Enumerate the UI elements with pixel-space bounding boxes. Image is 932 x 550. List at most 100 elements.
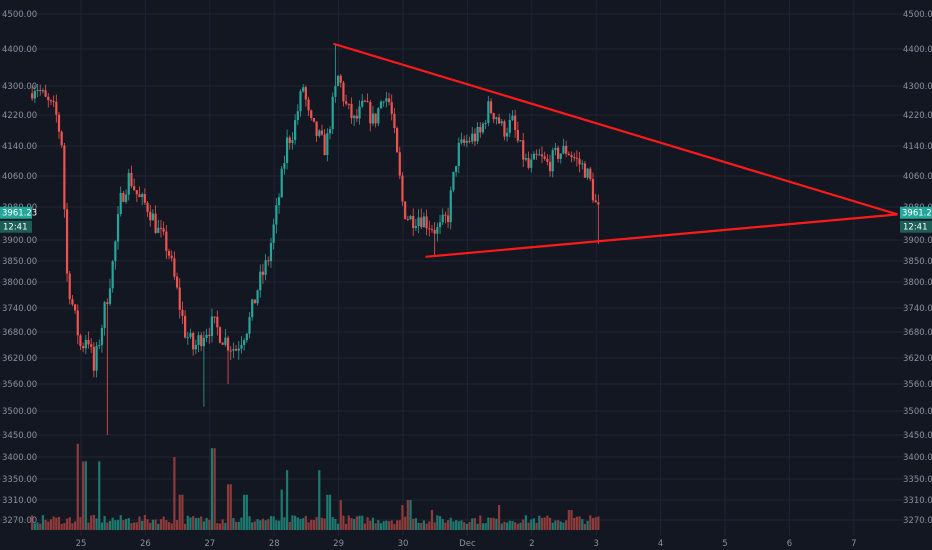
candle-body bbox=[366, 101, 369, 103]
volume-bar bbox=[511, 521, 514, 530]
candle-body bbox=[202, 337, 205, 347]
volume-bar bbox=[178, 494, 181, 530]
price-tick-label-left: 4500.00 bbox=[2, 10, 37, 20]
candle-body bbox=[47, 96, 50, 101]
candle-body bbox=[444, 214, 447, 216]
volume-bar bbox=[189, 517, 192, 530]
volume-bar bbox=[296, 517, 299, 530]
volume-bar bbox=[41, 515, 44, 530]
candle-body bbox=[192, 333, 195, 350]
price-tick-label-right: 3800.00 bbox=[903, 278, 932, 288]
volume-bar bbox=[573, 517, 576, 530]
volume-bar bbox=[95, 518, 98, 530]
price-tick-label-left: 3400.00 bbox=[2, 453, 37, 463]
price-tick-label-right: 3500.00 bbox=[903, 407, 932, 417]
candle-body bbox=[559, 153, 562, 159]
candle-body bbox=[519, 140, 522, 142]
candle-body bbox=[506, 132, 509, 137]
volume-bar bbox=[130, 523, 133, 530]
candle-body bbox=[288, 137, 291, 143]
volume-bar bbox=[328, 494, 332, 530]
candle-body bbox=[463, 139, 466, 143]
price-tick-label-right: 3850.00 bbox=[903, 257, 932, 267]
candle-body bbox=[420, 217, 423, 228]
volume-bar bbox=[487, 517, 490, 530]
volume-bar bbox=[591, 518, 595, 530]
candle-body bbox=[175, 276, 179, 288]
volume-bar bbox=[366, 517, 369, 530]
candle-body bbox=[108, 288, 112, 304]
candle-body bbox=[296, 111, 299, 121]
volume-bar bbox=[111, 517, 114, 530]
candle-body bbox=[285, 137, 289, 163]
candle-body bbox=[508, 119, 511, 133]
candle-body bbox=[583, 163, 587, 178]
candle-body bbox=[213, 316, 216, 318]
volume-bar bbox=[310, 519, 313, 530]
candle-body bbox=[259, 271, 262, 291]
volume-bar bbox=[283, 517, 286, 530]
volume-bar bbox=[594, 517, 597, 530]
candle-body bbox=[597, 202, 600, 205]
date-tick-label: 27 bbox=[204, 539, 215, 549]
candle-body bbox=[438, 222, 442, 228]
volume-bar bbox=[441, 518, 444, 530]
candle-body bbox=[299, 91, 302, 112]
date-tick-label: 7 bbox=[851, 539, 856, 549]
candle-body bbox=[221, 342, 224, 345]
volume-bar bbox=[428, 521, 431, 530]
volume-bar bbox=[377, 520, 380, 530]
candle-body bbox=[334, 85, 337, 97]
volume-bar bbox=[65, 518, 69, 530]
candle-body bbox=[210, 316, 214, 336]
candle-body bbox=[318, 130, 321, 136]
price-tick-label-left: 3270.00 bbox=[2, 516, 37, 526]
candle-body bbox=[567, 153, 570, 156]
candle-body bbox=[522, 140, 525, 160]
candle-body bbox=[76, 310, 79, 336]
candle-body bbox=[328, 129, 332, 134]
candle-body bbox=[165, 231, 168, 251]
candle-body bbox=[543, 156, 546, 159]
candle-body bbox=[530, 159, 533, 168]
candle-body bbox=[240, 344, 243, 349]
volume-bar bbox=[353, 519, 356, 530]
candle-body bbox=[119, 192, 122, 215]
volume-bar bbox=[181, 494, 184, 530]
candle-body bbox=[304, 87, 307, 100]
volume-bar bbox=[33, 523, 36, 530]
price-tick-label-left: 4400.00 bbox=[2, 45, 37, 55]
candle-body bbox=[412, 216, 415, 229]
volume-bar bbox=[425, 523, 428, 530]
candle-body bbox=[326, 133, 329, 156]
volume-bar bbox=[393, 523, 396, 530]
price-tick-label-left: 3620.00 bbox=[2, 354, 37, 364]
volume-bar bbox=[63, 522, 66, 530]
candle-body bbox=[369, 102, 372, 124]
price-tick-label-right: 4300.00 bbox=[903, 82, 932, 92]
candle-body bbox=[345, 101, 348, 104]
candle-body bbox=[39, 89, 42, 91]
volume-bar bbox=[446, 520, 450, 530]
volume-bar bbox=[489, 517, 493, 530]
candle-body bbox=[106, 302, 109, 304]
volume-bar bbox=[224, 522, 227, 530]
candle-body bbox=[514, 115, 517, 131]
candle-body bbox=[473, 133, 477, 142]
candle-body bbox=[157, 227, 160, 233]
volume-bar bbox=[379, 523, 383, 530]
price-tick-label-right: 4500.00 bbox=[903, 10, 932, 20]
candle-body bbox=[170, 255, 173, 259]
volume-bar bbox=[543, 517, 546, 530]
volume-bar bbox=[433, 522, 436, 530]
candle-body bbox=[385, 98, 388, 102]
candle-body bbox=[100, 328, 104, 346]
price-tick-label-right: 4140.00 bbox=[903, 142, 932, 152]
volume-bar bbox=[347, 515, 350, 530]
volume-bar bbox=[192, 515, 195, 530]
price-tick-label-left: 3310.00 bbox=[2, 496, 37, 506]
candle-body bbox=[229, 350, 232, 352]
volume-bar bbox=[476, 523, 479, 530]
volume-bar bbox=[202, 521, 205, 530]
